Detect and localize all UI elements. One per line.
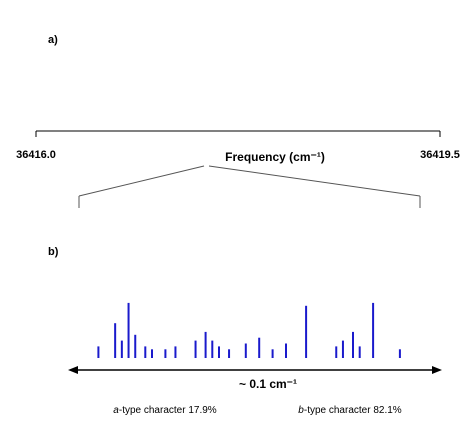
stick [228,349,231,358]
annotation: b-type character 82.1% [298,405,401,416]
annotation: a-type character 17.9% [113,405,216,416]
panel-label: b) [48,246,59,258]
stick [218,346,220,358]
stick [114,323,117,358]
stick [352,331,354,358]
stick [358,346,361,358]
x-tick-label: 36419.5 [420,149,460,161]
stick [164,349,167,358]
stick [204,331,207,358]
stick [258,337,261,358]
stick [305,305,308,358]
zoom-bracket [78,165,421,208]
stick [244,343,247,358]
stick [120,340,123,358]
stick [151,349,153,358]
stick [194,340,197,358]
stick [127,302,130,358]
annotation-text: -type character 17.9% [119,405,217,416]
stick [211,340,214,358]
span-arrow [68,366,442,374]
stick [97,346,100,358]
stick [335,346,338,358]
stick [271,349,274,358]
stick [398,349,401,358]
panel-label: a) [48,34,58,46]
span-label: ~ 0.1 cm⁻¹ [239,377,297,391]
annotation-symbol: b [298,405,304,416]
stick [341,340,344,358]
stick [134,334,137,358]
annotation-symbol: a [113,405,119,416]
annotation-text: -type character 82.1% [304,405,402,416]
stick [372,302,375,358]
stick [174,346,177,358]
stick [144,346,147,358]
x-tick-label: 36416.0 [16,149,56,161]
x-axis-label: Frequency (cm⁻¹) [225,150,325,164]
stick [285,343,287,358]
